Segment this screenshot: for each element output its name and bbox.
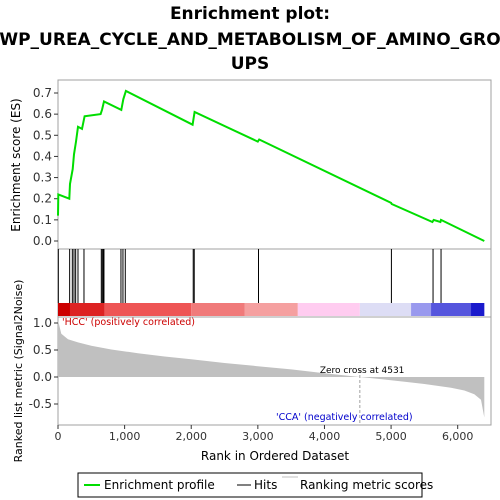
x-axis-label: Rank in Ordered Dataset [201,449,349,463]
es-tick-label: 0.7 [33,86,52,100]
enrichment-profile-line [57,89,485,242]
chart-title-line1: Enrichment plot: [170,4,330,24]
metric-tick-label: -0.5 [29,397,52,411]
ranking-metric-area [58,320,485,418]
es-tick-label: 0.2 [33,192,52,206]
metric-y-axis-label: Ranked list metric (Signal2Noise) [12,280,25,463]
color-bar-segment [69,303,105,316]
es-tick-label: 0.6 [33,107,52,121]
ranking-color-bar [58,303,485,316]
legend-metric-label: Ranking metric scores [300,478,433,492]
hit-lines [57,249,442,303]
es-tick-label: 0.0 [33,234,52,248]
color-bar-segment [359,303,412,316]
x-tick-label: 6,000 [442,430,474,443]
metric-tick-label: 1.0 [33,316,52,330]
es-tick-label: 0.1 [33,213,52,227]
es-tick-label: 0.4 [33,149,52,163]
color-bar-segment [431,303,472,316]
chart-title-line3: UPS [231,54,270,74]
es-tick-label: 0.3 [33,171,52,185]
color-bar-segment [191,303,245,316]
es-panel-frame [57,79,492,250]
color-bar-segment [104,303,192,316]
es-panel: 0.0 0.1 0.2 0.3 0.4 0.5 0.6 0.7 [33,79,492,250]
color-bar-segment [411,303,432,316]
chart-title-line2: WP_UREA_CYCLE_AND_METABOLISM_OF_AMINO_GR… [0,30,500,50]
x-tick-label: 3,000 [242,430,274,443]
es-tick-label: 0.5 [33,128,52,142]
x-tick-label: 2,000 [175,430,207,443]
metric-tick-label: 0.0 [33,370,52,384]
zero-cross-label: Zero cross at 4531 [320,366,405,376]
es-axis: 0.0 0.1 0.2 0.3 0.4 0.5 0.6 0.7 [33,86,58,248]
x-tick-label: 1,000 [109,430,141,443]
legend-hits-label: Hits [254,478,277,492]
positive-correlation-label: 'HCC' (positively correlated) [62,317,195,328]
x-axis: 0 1,000 2,000 3,000 4,000 5,000 6,000 [55,425,474,443]
color-bar-segment [244,303,298,316]
legend-profile-label: Enrichment profile [104,478,215,492]
color-bar-segment [58,303,70,316]
legend: Enrichment profile Hits Ranking metric s… [77,472,433,498]
x-tick-label: 4,000 [309,430,341,443]
x-tick-label: 5,000 [375,430,407,443]
color-bar-segment [297,303,360,316]
color-bar-segment [471,303,485,316]
metric-tick-label: 0.5 [33,343,52,357]
es-y-axis-label: Enrichment score (ES) [9,98,23,231]
metric-axis: -0.5 0.0 0.5 1.0 [29,316,58,411]
x-tick-label: 0 [55,430,62,443]
hits-panel [57,248,492,318]
negative-correlation-label: 'CCA' (negatively correlated) [276,412,413,423]
metric-panel: -0.5 0.0 0.5 1.0 'HCC' (positively correlat… [29,316,492,426]
